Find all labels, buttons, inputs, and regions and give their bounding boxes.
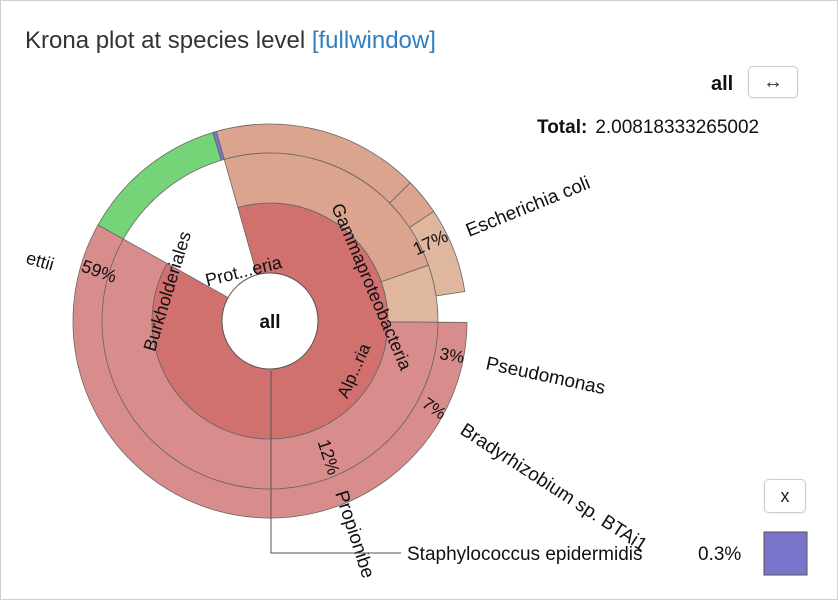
current-view-label: all <box>711 73 734 95</box>
total-readout: Total: 2.00818333265002 <box>537 117 759 139</box>
label-brady-name: Bradyrhizobium sp. BTAi1 <box>456 420 650 556</box>
swap-icon: ↔ <box>763 70 783 93</box>
close-button[interactable]: x <box>764 479 806 513</box>
tooltip-percent: 0.3% <box>698 544 741 565</box>
sector-bradyrhizobium-sp-btai1[interactable] <box>409 210 466 297</box>
label-ettii-name: ettii <box>24 248 56 275</box>
label-ecoli-name: Escherichia coli <box>463 173 593 242</box>
label-propioni-name: Propionibe <box>330 488 378 581</box>
center-all[interactable] <box>221 272 319 370</box>
total-value: 2.00818333265002 <box>595 117 760 138</box>
tooltip-name: Staphylococcus epidermidis <box>407 544 643 565</box>
page-title: Krona plot at species level [fullwindow] <box>25 27 436 55</box>
center-label: all <box>259 312 280 333</box>
sector-ettii[interactable] <box>72 224 468 519</box>
swap-button[interactable]: ↔ <box>748 66 798 98</box>
sector-propionibe[interactable] <box>97 131 222 240</box>
total-label: Total: <box>537 117 588 138</box>
label-pseudomonas-name: Pseudomonas <box>484 353 607 399</box>
sector-staphylococcus-epidermidis[interactable] <box>212 130 225 161</box>
tooltip-leader-line <box>270 371 401 554</box>
close-icon: x <box>780 485 790 506</box>
fullwindow-link[interactable]: [fullwindow] <box>311 27 436 54</box>
title-text: Krona plot at species level <box>25 27 306 54</box>
label-pseudomonas-percent: 3% <box>438 344 466 367</box>
tooltip-color-swatch <box>763 531 808 576</box>
